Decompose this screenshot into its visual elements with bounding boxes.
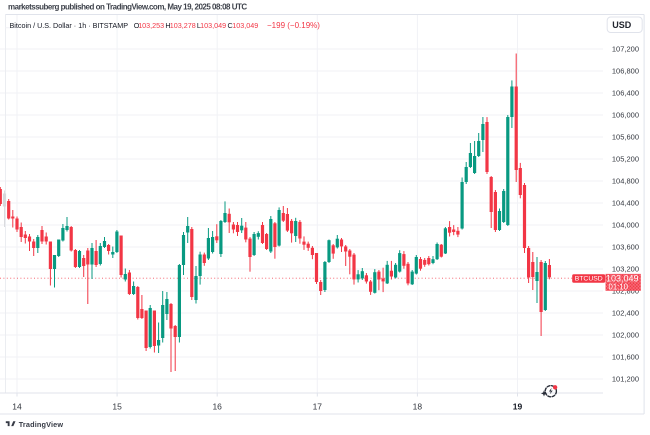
svg-text:101,200: 101,200: [612, 375, 639, 384]
svg-text:106,800: 106,800: [612, 67, 639, 76]
svg-text:C: C: [228, 21, 233, 30]
svg-text:103,253: 103,253: [138, 21, 164, 30]
svg-text:L: L: [197, 21, 201, 30]
svg-text:O: O: [134, 21, 140, 30]
svg-text:−199 (−0.19%): −199 (−0.19%): [267, 21, 320, 30]
svg-text:H: H: [165, 21, 170, 30]
svg-text:105,600: 105,600: [612, 133, 639, 142]
svg-text:105,200: 105,200: [612, 155, 639, 164]
svg-text:103,200: 103,200: [612, 265, 639, 274]
svg-text:TradingView: TradingView: [19, 420, 64, 429]
svg-text:102,800: 102,800: [612, 287, 639, 296]
svg-text:BTCUSD: BTCUSD: [575, 276, 603, 283]
svg-text:18: 18: [413, 402, 423, 412]
svg-text:107,200: 107,200: [612, 45, 639, 54]
svg-text:19: 19: [513, 402, 523, 412]
svg-text:106,000: 106,000: [612, 111, 639, 120]
svg-text:103,049: 103,049: [232, 21, 258, 30]
svg-text:104,800: 104,800: [612, 177, 639, 186]
svg-text:103,049: 103,049: [606, 273, 639, 283]
svg-text:Bitcoin / U.S. Dollar · 1h · B: Bitcoin / U.S. Dollar · 1h · BITSTAMP: [10, 21, 129, 30]
svg-text:106,400: 106,400: [612, 89, 639, 98]
svg-text:102,400: 102,400: [612, 309, 639, 318]
svg-text:17: 17: [313, 402, 323, 412]
svg-text:101,600: 101,600: [612, 353, 639, 362]
svg-text:103,278: 103,278: [170, 21, 196, 30]
svg-text:14: 14: [12, 402, 22, 412]
svg-text:01:10: 01:10: [609, 282, 629, 291]
svg-text:104,400: 104,400: [612, 199, 639, 208]
svg-text:104,000: 104,000: [612, 221, 639, 230]
svg-text:103,600: 103,600: [612, 243, 639, 252]
svg-text:USD: USD: [612, 20, 632, 30]
svg-text:marketssuberg published on Tra: marketssuberg published on TradingView.c…: [8, 3, 247, 12]
svg-text:16: 16: [212, 402, 222, 412]
svg-text:102,000: 102,000: [612, 331, 639, 340]
svg-text:15: 15: [112, 402, 122, 412]
svg-text:103,049: 103,049: [200, 21, 226, 30]
